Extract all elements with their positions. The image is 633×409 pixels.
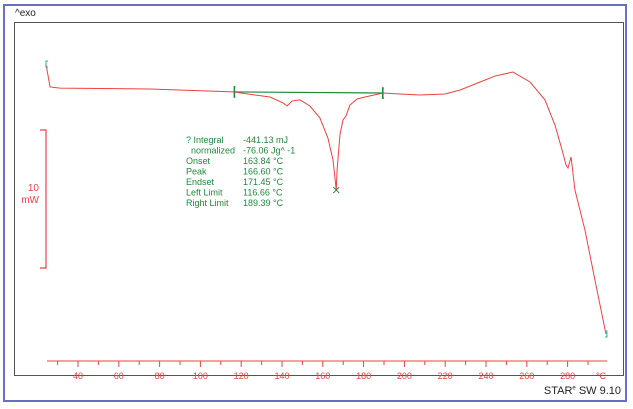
result-value: 166.60 °C: [243, 167, 284, 177]
end-marker: [604, 330, 608, 338]
result-label: ? Integral: [186, 135, 224, 145]
peak-marker: [332, 186, 340, 194]
x-tick-label: 100: [193, 371, 208, 381]
start-marker: [45, 60, 48, 68]
right-limit-marker: [381, 87, 384, 99]
x-tick-label: 180: [356, 371, 371, 381]
result-label: Left Limit: [186, 188, 223, 198]
brand-text: STAR: [543, 385, 573, 397]
registered-mark: e: [572, 385, 576, 392]
x-tick-label: 220: [438, 371, 453, 381]
x-tick-label: 60: [114, 371, 124, 381]
x-unit-label: °C: [596, 371, 607, 381]
x-tick-label: 140: [274, 371, 289, 381]
x-tick-label: 260: [519, 371, 534, 381]
x-tick-label: 240: [478, 371, 493, 381]
scale-bar: 10 mW: [21, 129, 47, 269]
left-limit-marker: [233, 86, 236, 98]
scale-bar-value: 10: [28, 183, 40, 194]
software-label: STARe SW 9.10: [544, 385, 621, 397]
result-label: Right Limit: [186, 198, 229, 208]
result-value: 171.45 °C: [243, 177, 284, 187]
x-tick-label: 80: [155, 371, 165, 381]
exo-label: ^exo: [15, 8, 36, 19]
scale-bar-line: [40, 129, 47, 269]
version-text: SW 9.10: [578, 385, 621, 397]
x-tick-label: 200: [397, 371, 412, 381]
plot-frame: [14, 22, 624, 376]
x-tick-label: 40: [73, 371, 83, 381]
result-value: -76.06 Jg^ -1: [243, 146, 295, 156]
results-table: ? Integral -441.13 mJ normalized -76.06 Jg…: [186, 135, 295, 208]
result-label: Endset: [186, 177, 215, 187]
x-tick-label: 120: [234, 371, 249, 381]
integration-baseline: [234, 91, 383, 94]
result-label: Onset: [186, 156, 211, 166]
result-value: 116.66 °C: [243, 188, 283, 198]
scale-bar-unit: mW: [21, 195, 39, 206]
dsc-curve: [45, 63, 607, 335]
x-axis: 40 60 80 100 120 140 160 180 200 220 240 260 280 °C: [47, 360, 607, 381]
result-label: normalized: [186, 146, 235, 156]
result-value: -441.13 mJ: [243, 135, 288, 145]
result-value: 163.84 °C: [243, 156, 284, 166]
x-tick-label: 280: [560, 371, 575, 381]
x-tick-label: 160: [315, 371, 330, 381]
result-label: Peak: [186, 167, 207, 177]
window-border: [3, 4, 627, 402]
result-value: 189.39 °C: [243, 198, 284, 208]
